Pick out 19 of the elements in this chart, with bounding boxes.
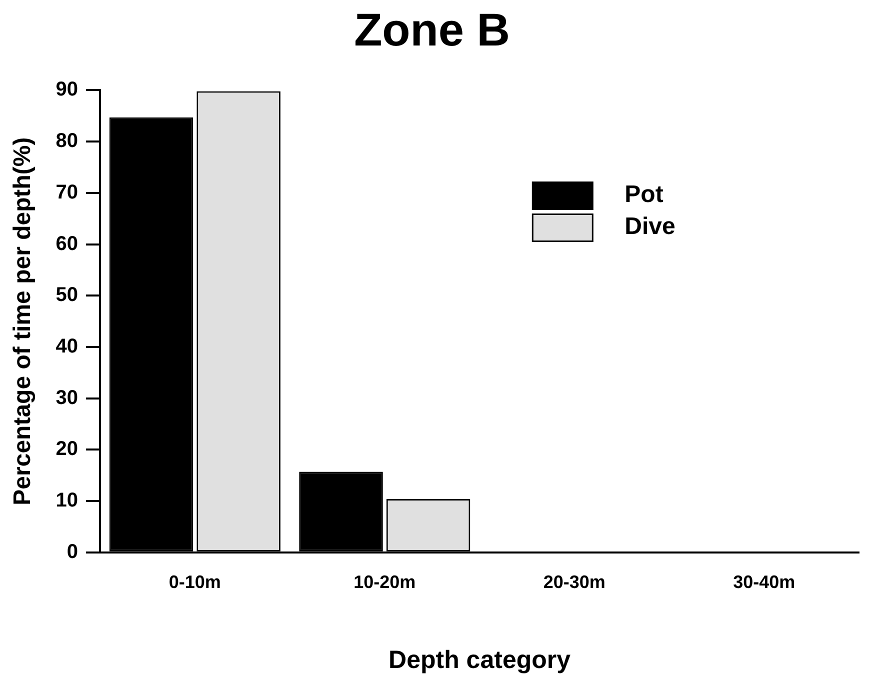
y-tick-label: 60 [56,232,78,255]
y-tick-label: 50 [56,284,78,306]
x-tick-label: 20-30m [543,572,606,592]
legend-label: Dive [624,212,676,240]
legend-label: Pot [624,180,664,208]
x-tick-label: 0-10m [168,572,221,592]
y-tick-label: 70 [56,181,78,204]
y-tick-label: 10 [56,490,78,512]
y-tick-label: 90 [56,78,78,101]
y-axis-title: Percentage of time per depth(%) [9,137,36,506]
y-tick-label: 40 [56,335,78,358]
y-tick-label: 80 [56,130,78,152]
x-tick-label: 30-40m [733,572,796,592]
chart-title: Zone B [354,3,510,56]
x-axis-title: Depth category [388,646,571,674]
y-tick-label: 0 [66,540,78,563]
x-tick-label: 10-20m [354,572,416,592]
y-tick-label: 20 [56,438,78,460]
y-tick-label: 30 [56,386,78,409]
